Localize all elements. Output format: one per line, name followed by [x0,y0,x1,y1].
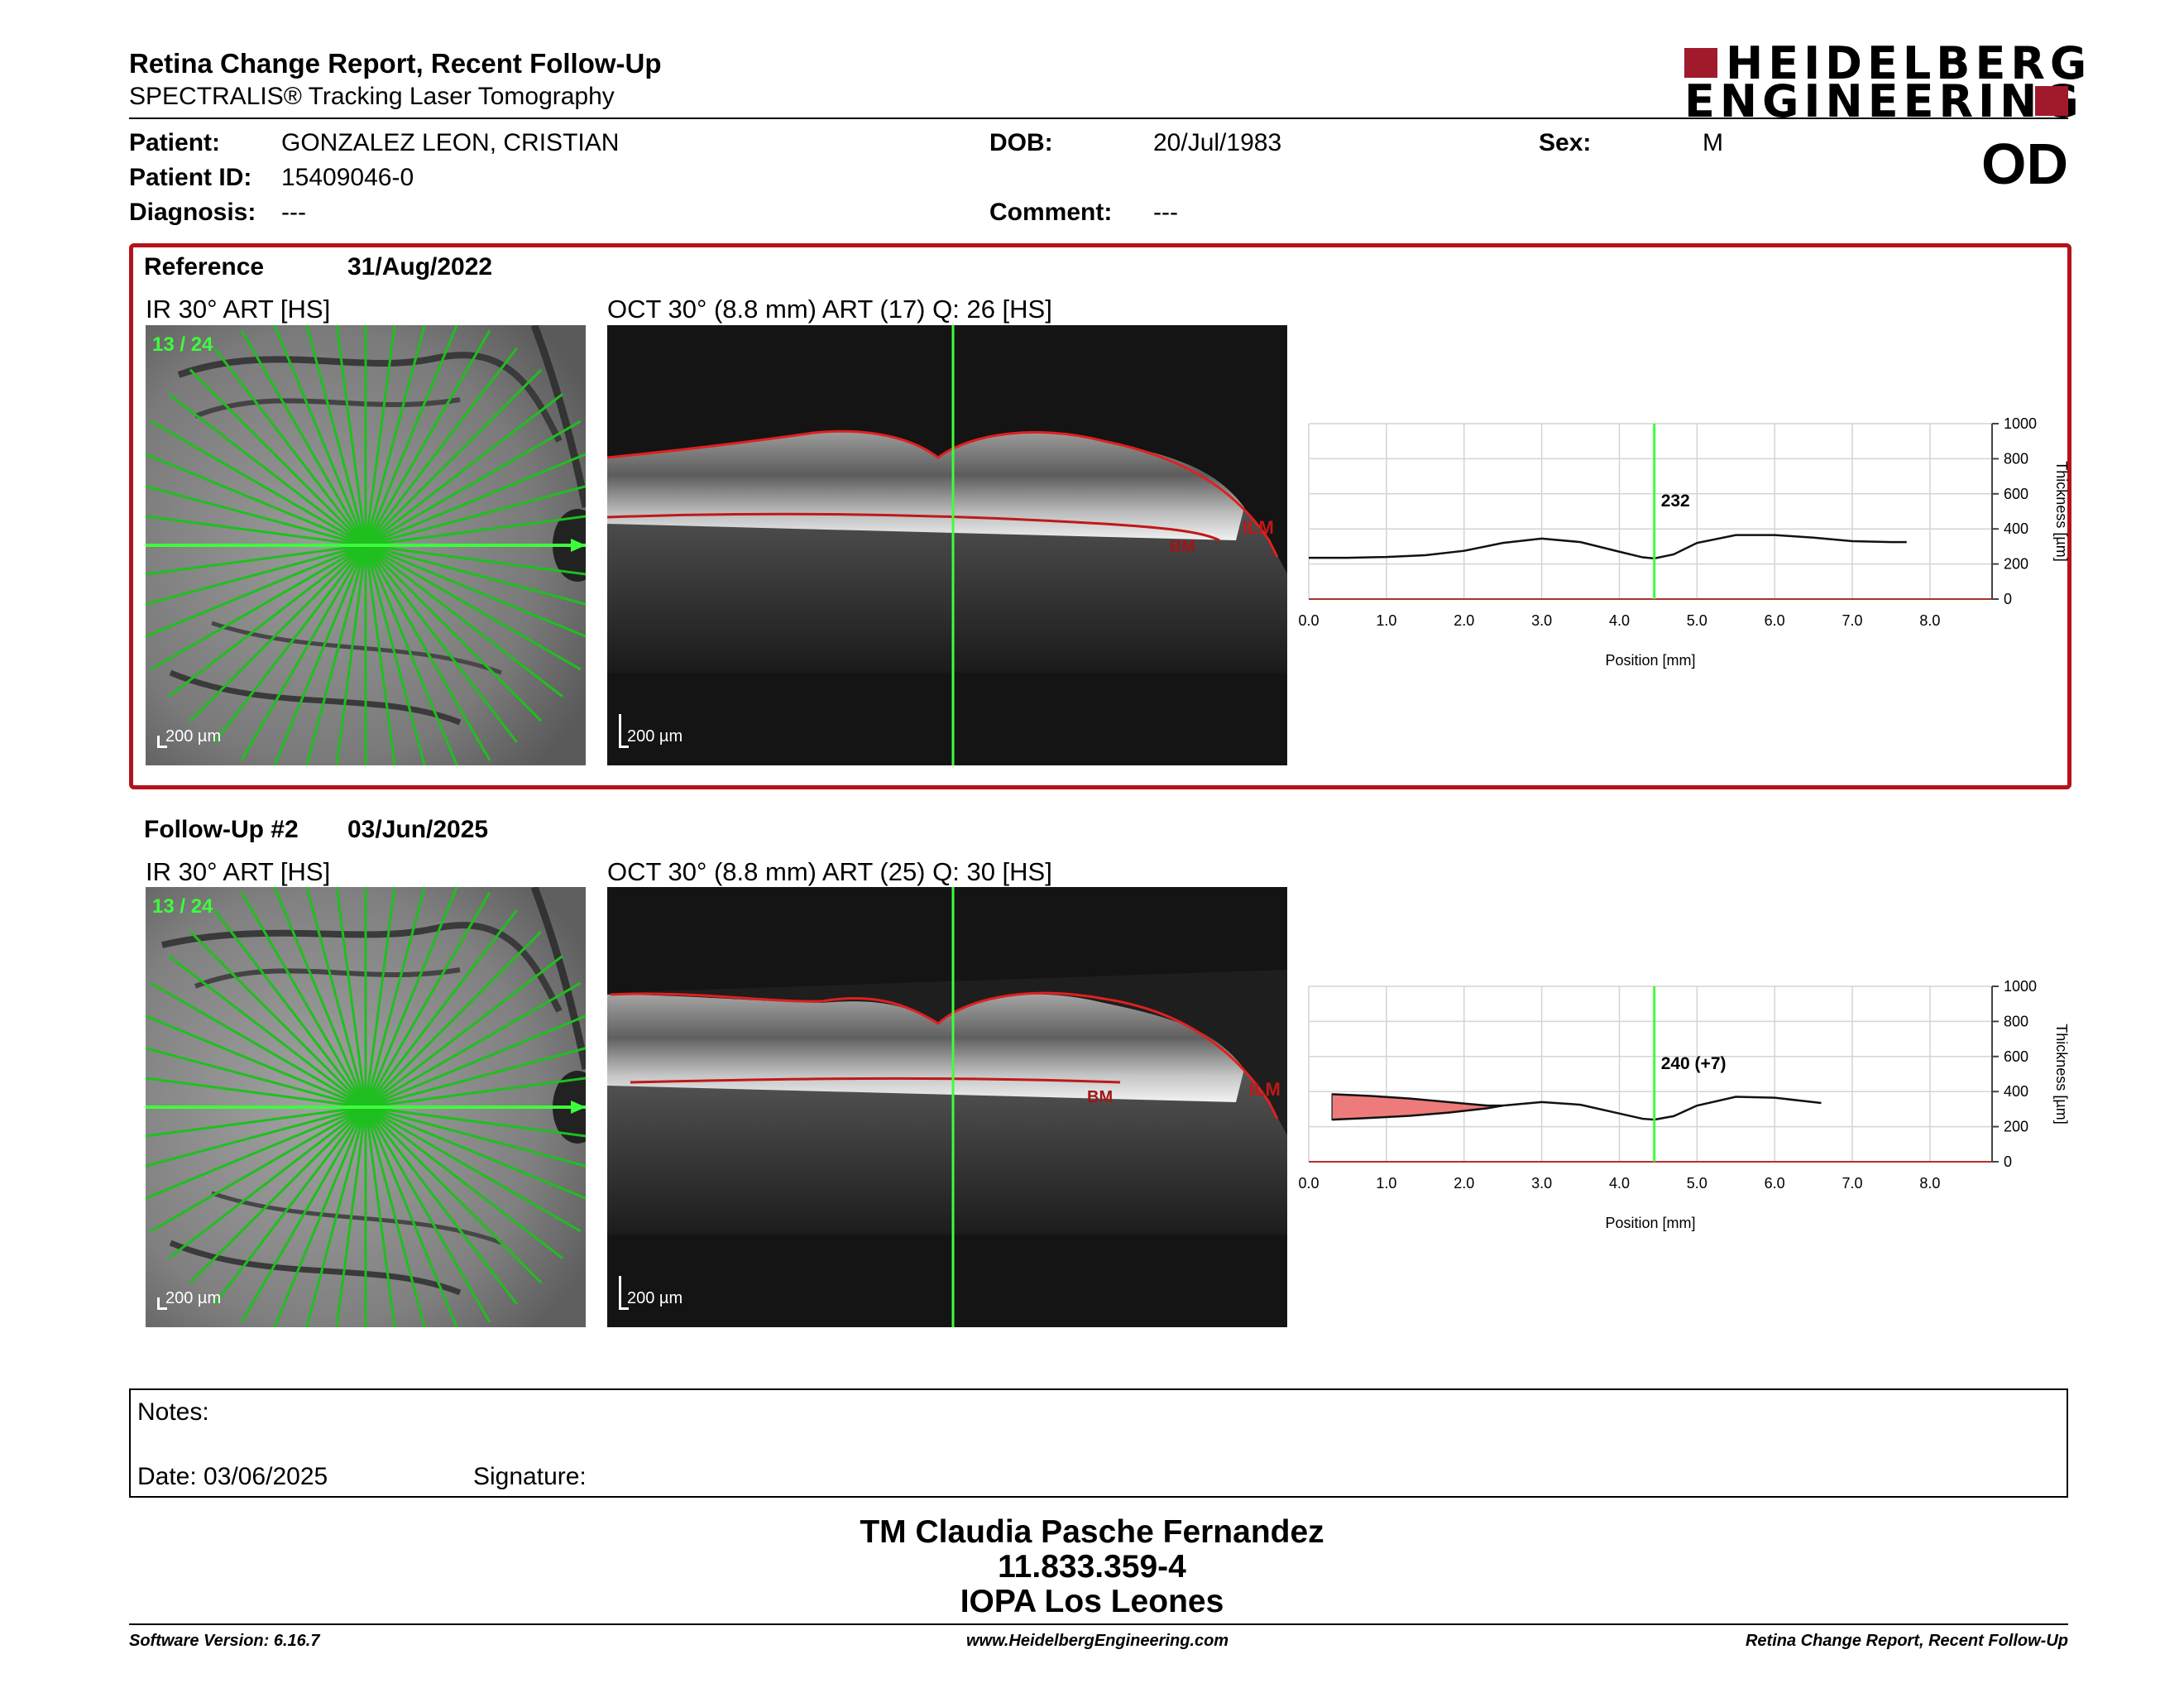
y-tick-label: 600 [2004,1048,2028,1065]
y-tick-label: 400 [2004,520,2028,537]
x-tick-label: 2.0 [1454,612,1474,629]
reference-bm-label: BM [1170,538,1195,556]
y-tick-label: 200 [2004,1119,2028,1135]
followup-ir-caption: IR 30° ART [HS] [146,857,331,886]
notes-box[interactable]: Notes: Date: 03/06/2025 Signature: [129,1388,2068,1498]
sex-label: Sex: [1539,129,1592,156]
comment-value: --- [1153,199,1178,226]
reference-oct-image[interactable]: ILM BM 200 µm [607,325,1287,765]
x-tick-label: 3.0 [1531,612,1552,629]
eye-indicator: OD [1981,132,2068,196]
x-tick-label: 1.0 [1376,1175,1396,1192]
followup-oct-image[interactable]: ILM BM 200 µm [607,887,1287,1327]
dob-value: 20/Jul/1983 [1153,129,1282,156]
website-link[interactable]: www.HeidelbergEngineering.com [966,1632,1229,1650]
patient-name: GONZALEZ LEON, CRISTIAN [281,129,620,156]
report-title: Retina Change Report, Recent Follow-Up [129,48,662,79]
followup-ir-scale: 200 µm [165,1289,222,1307]
reference-thickness-chart: 0.0 1.0 2.0 3.0 4.0 5.0 6.0 7.0 8.0 0 200 400 600 800… [1298,415,2068,669]
reference-ir-scale: 200 µm [165,727,222,746]
reference-oct-bscan: ILM BM [607,325,1287,765]
x-tick-label: 2.0 [1454,1175,1474,1192]
followup-scan-index: 13 / 24 [152,895,213,918]
x-tick-label: 4.0 [1609,1175,1630,1192]
diagnosis-label: Diagnosis: [129,199,256,226]
x-axis-label: Position [mm] [1605,1215,1695,1231]
followup-oct-bscan: ILM BM [607,887,1287,1327]
reference-oct-caption: OCT 30° (8.8 mm) ART (17) Q: 26 [HS] [607,295,1052,324]
operator-name: TM Claudia Pasche Fernandez [860,1514,1324,1550]
followup-thickness-chart: 0.0 1.0 2.0 3.0 4.0 5.0 6.0 7.0 8.0 0 200 400 600 800… [1298,978,2068,1231]
y-tick-label: 1000 [2004,415,2037,432]
marker-label: 240 (+7) [1661,1054,1727,1073]
reference-oct-scale: 200 µm [627,727,683,746]
reference-date: 31/Aug/2022 [347,253,493,281]
logo-line-2: ENGINEERING [1684,75,2084,127]
logo-line-1: HEIDELBERG [1726,37,2092,89]
followup-oct-scale: 200 µm [627,1289,683,1307]
reference-scan-index: 13 / 24 [152,333,213,356]
x-tick-label: 1.0 [1376,612,1396,629]
followup-label: Follow-Up #2 [144,816,299,843]
signature-label: Signature: [473,1463,587,1490]
clinic-name: IOPA Los Leones [960,1584,1224,1619]
patient-label: Patient: [129,129,221,156]
y-tick-label: 1000 [2004,978,2037,995]
y-tick-label: 800 [2004,450,2028,467]
followup-ir-image[interactable]: 13 / 24 200 µm [146,887,586,1327]
y-tick-label: 400 [2004,1083,2028,1100]
y-tick-label: 600 [2004,486,2028,502]
reference-label: Reference [144,253,265,281]
y-tick-label: 800 [2004,1013,2028,1029]
patient-id: 15409046-0 [281,164,414,191]
patient-id-label: Patient ID: [129,164,252,191]
reference-frame [129,243,2071,789]
y-tick-label: 200 [2004,556,2028,573]
dob-label: DOB: [989,129,1053,156]
notes-date: Date: 03/06/2025 [137,1463,328,1490]
footer-report-name: Retina Change Report, Recent Follow-Up [1745,1632,2068,1650]
x-axis-label: Position [mm] [1605,652,1695,669]
x-tick-label: 8.0 [1919,612,1940,629]
followup-ir-fundus [146,887,586,1327]
software-version: Software Version: 6.16.7 [129,1632,320,1650]
x-tick-label: 3.0 [1531,1175,1552,1192]
x-tick-label: 7.0 [1842,1175,1863,1192]
comment-label: Comment: [989,199,1113,226]
x-tick-label: 6.0 [1765,1175,1785,1192]
y-axis-label: Thickness [µm] [2053,1024,2068,1124]
reference-ir-image[interactable]: 13 / 24 200 µm [146,325,586,765]
thickness-series-0 [1332,1093,1822,1121]
followup-bm-label: BM [1087,1088,1113,1106]
x-tick-label: 5.0 [1687,612,1707,629]
x-tick-label: 4.0 [1609,612,1630,629]
x-tick-label: 0.0 [1298,1175,1319,1192]
diagnosis-value: --- [281,199,306,226]
reference-ir-fundus [146,325,586,765]
x-tick-label: 0.0 [1298,612,1319,629]
followup-oct-caption: OCT 30° (8.8 mm) ART (25) Q: 30 [HS] [607,857,1052,886]
y-tick-label: 0 [2004,591,2012,607]
x-tick-label: 8.0 [1919,1175,1940,1192]
heidelberg-logo: HEIDELBERG ENGINEERING [1684,41,2086,124]
report-subtitle: SPECTRALIS® Tracking Laser Tomography [129,83,615,110]
marker-label: 232 [1661,492,1690,511]
x-tick-label: 6.0 [1765,612,1785,629]
thickness-series-1 [1332,1104,1503,1121]
followup-ilm-label: ILM [1249,1079,1281,1100]
reference-ilm-label: ILM [1243,517,1274,538]
notes-label: Notes: [137,1398,209,1426]
followup-date: 03/Jun/2025 [347,816,489,843]
x-tick-label: 5.0 [1687,1175,1707,1192]
thickness-series-0 [1309,534,1907,560]
x-tick-label: 7.0 [1842,612,1863,629]
y-axis-label: Thickness [µm] [2053,461,2068,561]
operator-id: 11.833.359-4 [998,1549,1186,1585]
sex-value: M [1703,129,1723,156]
y-tick-label: 0 [2004,1153,2012,1170]
reference-ir-caption: IR 30° ART [HS] [146,295,331,324]
